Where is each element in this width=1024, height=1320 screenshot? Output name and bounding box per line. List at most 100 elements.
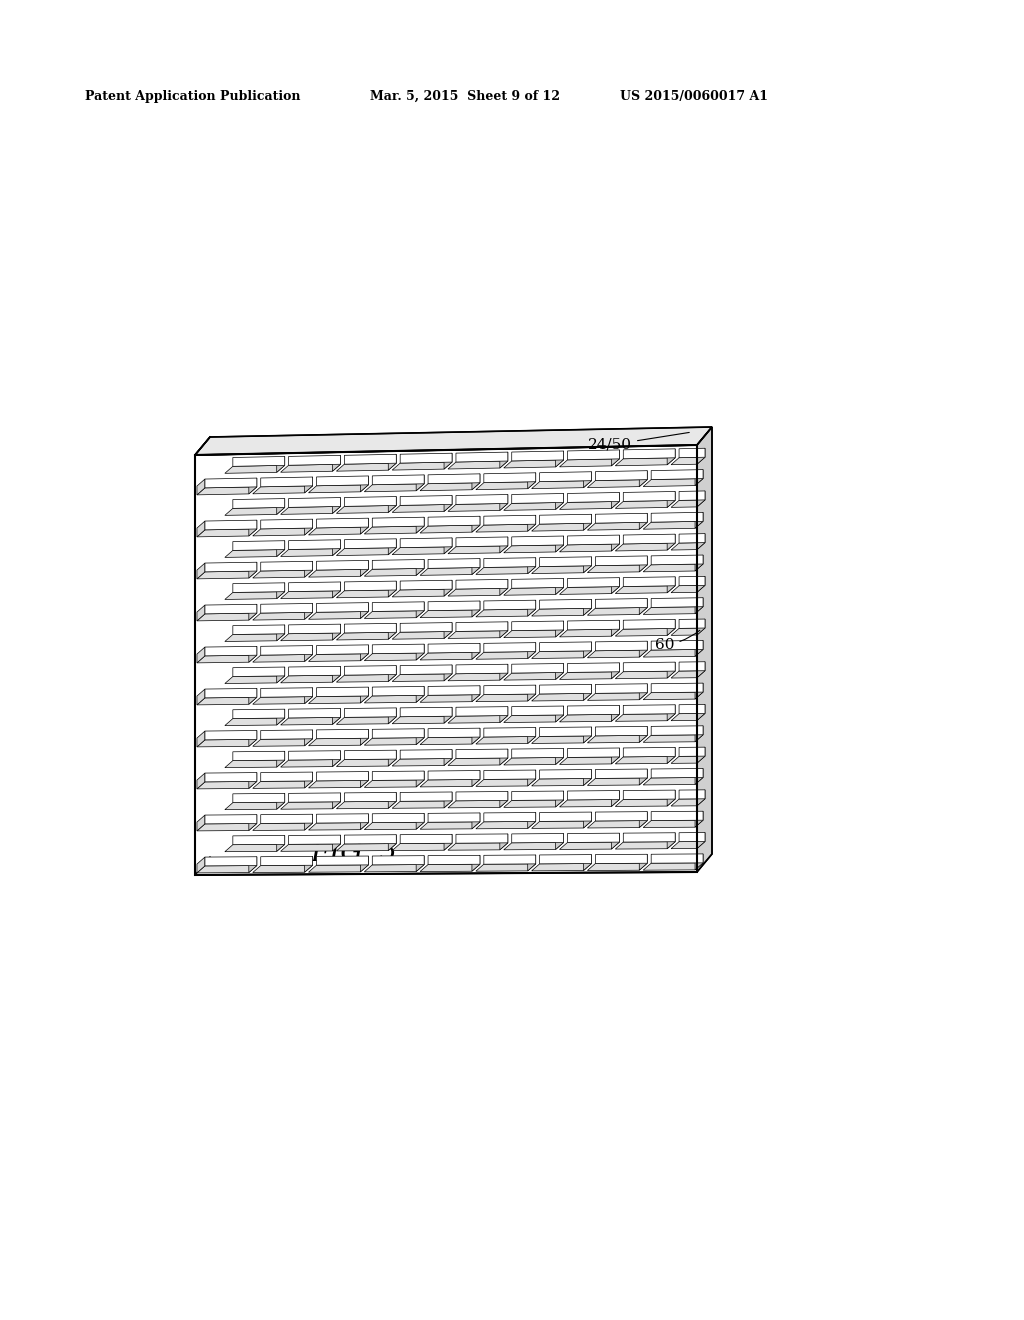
Polygon shape: [697, 491, 705, 507]
Polygon shape: [643, 479, 703, 487]
Polygon shape: [225, 676, 285, 684]
Polygon shape: [588, 607, 647, 615]
Polygon shape: [304, 645, 312, 661]
Polygon shape: [420, 525, 480, 533]
Polygon shape: [567, 620, 620, 630]
Polygon shape: [679, 577, 705, 586]
Polygon shape: [304, 688, 312, 704]
Polygon shape: [205, 772, 257, 781]
Polygon shape: [651, 726, 703, 735]
Polygon shape: [540, 727, 592, 737]
Polygon shape: [197, 689, 205, 705]
Polygon shape: [225, 591, 285, 599]
Polygon shape: [276, 624, 285, 640]
Polygon shape: [504, 587, 563, 595]
Polygon shape: [679, 619, 705, 628]
Polygon shape: [624, 491, 675, 502]
Text: Patent Application Publication: Patent Application Publication: [85, 90, 300, 103]
Polygon shape: [444, 750, 452, 766]
Polygon shape: [225, 634, 285, 642]
Polygon shape: [668, 619, 675, 635]
Polygon shape: [651, 640, 703, 649]
Polygon shape: [195, 445, 697, 875]
Polygon shape: [276, 457, 285, 473]
Polygon shape: [527, 685, 536, 701]
Polygon shape: [615, 671, 675, 678]
Polygon shape: [276, 751, 285, 767]
Polygon shape: [611, 620, 620, 636]
Polygon shape: [253, 824, 312, 830]
Polygon shape: [373, 729, 424, 738]
Polygon shape: [504, 715, 563, 722]
Polygon shape: [531, 737, 592, 743]
Polygon shape: [400, 623, 452, 632]
Polygon shape: [527, 855, 536, 871]
Polygon shape: [456, 706, 508, 717]
Polygon shape: [472, 516, 480, 532]
Polygon shape: [205, 520, 257, 529]
Polygon shape: [456, 453, 508, 462]
Polygon shape: [365, 653, 424, 661]
Polygon shape: [695, 726, 703, 742]
Polygon shape: [484, 770, 536, 779]
Polygon shape: [205, 478, 257, 488]
Polygon shape: [527, 727, 536, 743]
Polygon shape: [253, 781, 312, 788]
Polygon shape: [697, 426, 712, 873]
Text: US 2015/0060017 A1: US 2015/0060017 A1: [620, 90, 768, 103]
Polygon shape: [584, 515, 592, 531]
Polygon shape: [197, 774, 205, 789]
Polygon shape: [232, 541, 285, 550]
Polygon shape: [392, 843, 452, 850]
Polygon shape: [281, 549, 341, 557]
Polygon shape: [484, 473, 536, 483]
Polygon shape: [639, 513, 647, 529]
Polygon shape: [316, 603, 369, 612]
Polygon shape: [643, 735, 703, 742]
Polygon shape: [512, 494, 563, 503]
Polygon shape: [484, 685, 536, 694]
Polygon shape: [420, 483, 480, 491]
Polygon shape: [197, 521, 205, 537]
Polygon shape: [365, 738, 424, 746]
Polygon shape: [416, 644, 424, 660]
Polygon shape: [316, 477, 369, 486]
Polygon shape: [540, 599, 592, 609]
Polygon shape: [249, 814, 257, 830]
Polygon shape: [261, 603, 312, 612]
Polygon shape: [595, 726, 647, 735]
Polygon shape: [540, 685, 592, 694]
Polygon shape: [671, 457, 705, 465]
Polygon shape: [333, 667, 341, 682]
Polygon shape: [671, 585, 705, 593]
Polygon shape: [624, 747, 675, 756]
Polygon shape: [400, 453, 452, 463]
Polygon shape: [225, 718, 285, 726]
Polygon shape: [316, 519, 369, 528]
Polygon shape: [611, 535, 620, 550]
Polygon shape: [668, 577, 675, 593]
Polygon shape: [316, 814, 369, 824]
Polygon shape: [456, 834, 508, 843]
Polygon shape: [304, 772, 312, 788]
Polygon shape: [527, 473, 536, 488]
Polygon shape: [289, 709, 341, 718]
Polygon shape: [416, 686, 424, 702]
Polygon shape: [639, 770, 647, 785]
Polygon shape: [651, 470, 703, 479]
Polygon shape: [447, 758, 508, 766]
Polygon shape: [232, 624, 285, 635]
Polygon shape: [567, 535, 620, 545]
Polygon shape: [400, 581, 452, 590]
Polygon shape: [595, 684, 647, 693]
Polygon shape: [388, 581, 396, 597]
Polygon shape: [500, 706, 508, 722]
Polygon shape: [527, 601, 536, 616]
Polygon shape: [512, 748, 563, 758]
Polygon shape: [333, 582, 341, 598]
Polygon shape: [671, 713, 705, 721]
Polygon shape: [588, 777, 647, 785]
Polygon shape: [253, 697, 312, 705]
Polygon shape: [595, 812, 647, 821]
Polygon shape: [308, 484, 369, 492]
